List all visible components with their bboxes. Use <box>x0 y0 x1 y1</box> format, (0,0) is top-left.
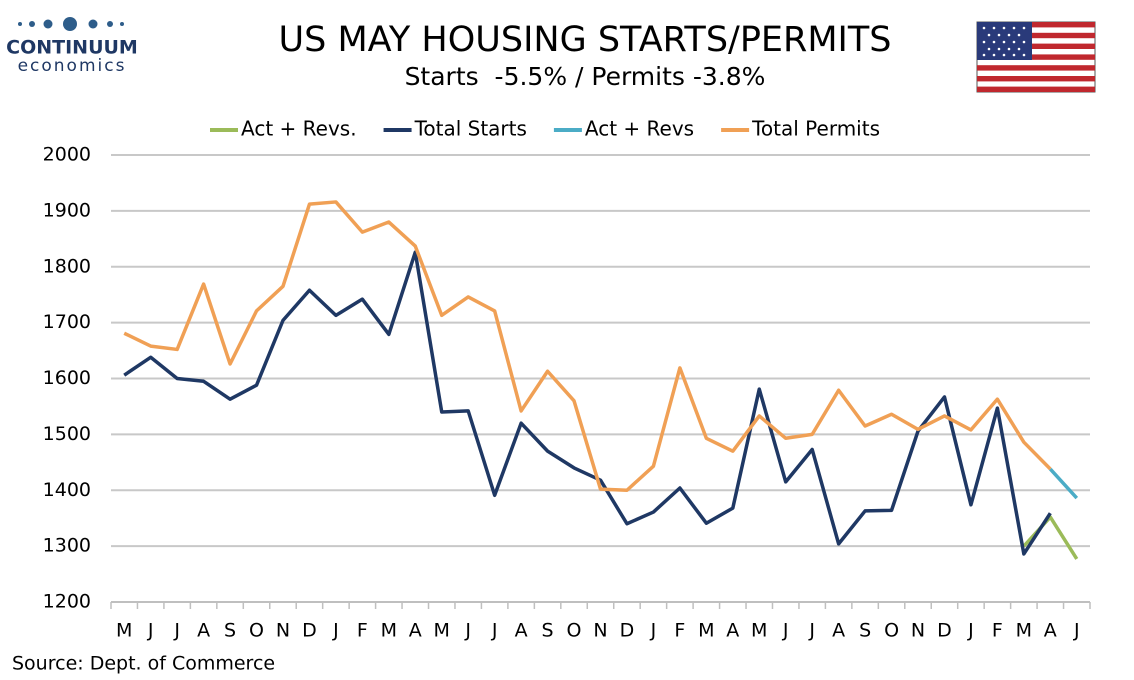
x-tick-label: A <box>726 620 739 642</box>
x-tick-label: M <box>116 620 132 642</box>
y-tick-label: 2000 <box>43 144 91 166</box>
series-line <box>1049 467 1079 500</box>
y-tick-label: 1900 <box>43 199 91 221</box>
x-tick-label: M <box>751 620 767 642</box>
x-tick-label: O <box>249 620 264 642</box>
x-tick-label: A <box>832 620 845 642</box>
x-tick-label: N <box>911 620 925 642</box>
x-tick-label: J <box>967 620 974 642</box>
logo-tagline: economics <box>18 56 127 76</box>
x-tick-label: S <box>224 620 236 642</box>
x-tick-label: D <box>302 620 317 642</box>
x-tick-label: A <box>515 620 528 642</box>
x-tick-label: J <box>1073 620 1080 642</box>
y-tick-label: 1300 <box>43 535 91 557</box>
x-tick-label: N <box>593 620 607 642</box>
logo: CONTINUUM economics <box>6 17 138 76</box>
y-tick-label: 1600 <box>43 367 91 389</box>
y-tick-label: 1400 <box>43 479 91 501</box>
y-tick-label: 1500 <box>43 423 91 445</box>
legend-label: Total Starts <box>414 117 527 141</box>
series-line <box>1022 515 1079 560</box>
x-tick-label: J <box>491 620 498 642</box>
x-tick-label: F <box>357 620 368 642</box>
x-tick-label: M <box>381 620 397 642</box>
x-tick-label: S <box>859 620 871 642</box>
x-tick-label: J <box>332 620 339 642</box>
x-tick-label: O <box>884 620 899 642</box>
y-tick-label: 1200 <box>43 591 91 613</box>
x-tick-label: A <box>1044 620 1057 642</box>
x-tick-label: J <box>808 620 815 642</box>
x-tick-label: D <box>620 620 635 642</box>
x-tick-label: A <box>197 620 210 642</box>
x-tick-label: M <box>1016 620 1032 642</box>
legend-label: Act + Revs. <box>241 117 357 141</box>
legend-label: Total Permits <box>751 117 880 141</box>
y-tick-label: 1800 <box>43 255 91 277</box>
x-tick-label: M <box>698 620 714 642</box>
x-tick-label: J <box>173 620 180 642</box>
series-line <box>123 200 1052 492</box>
source: Source: Dept. of Commerce <box>12 653 275 675</box>
x-tick-label: O <box>567 620 582 642</box>
x-tick-label: D <box>937 620 952 642</box>
x-tick-label: J <box>147 620 154 642</box>
x-tick-label: N <box>276 620 290 642</box>
x-tick-label: M <box>434 620 450 642</box>
x-tick-label: F <box>674 620 685 642</box>
y-tick-label: 1700 <box>43 311 91 333</box>
chart-subtitle: Starts -5.5% / Permits -3.8% <box>405 62 766 91</box>
x-tick-label: S <box>542 620 554 642</box>
legend-label: Act + Revs <box>585 117 694 141</box>
chart-title: US MAY HOUSING STARTS/PERMITS <box>279 20 892 60</box>
x-tick-label: J <box>464 620 471 642</box>
x-tick-label: A <box>409 620 422 642</box>
flag <box>976 21 1096 93</box>
x-tick-label: J <box>650 620 657 642</box>
logo-name: CONTINUUM <box>6 37 138 59</box>
x-tick-label: J <box>782 620 789 642</box>
series-line <box>123 250 1052 556</box>
x-tick-label: F <box>992 620 1003 642</box>
